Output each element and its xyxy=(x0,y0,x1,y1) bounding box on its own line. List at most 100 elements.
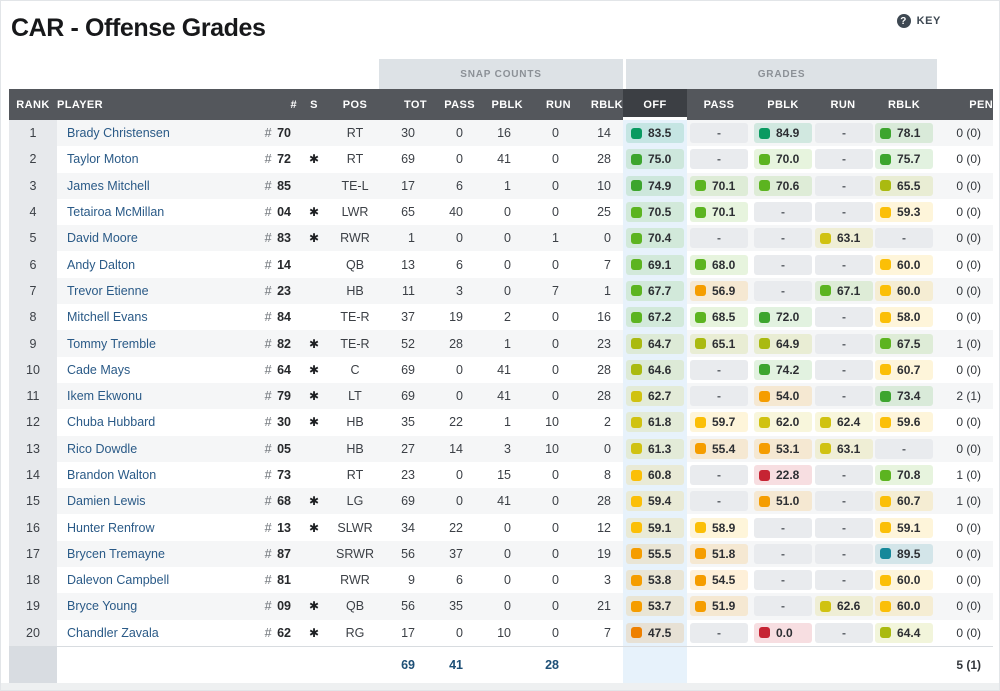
grade-color-swatch xyxy=(695,180,706,192)
col-header-s[interactable]: S xyxy=(297,89,331,120)
snap-pass-cell: 28 xyxy=(427,330,475,357)
jersey-cell: # 14 xyxy=(253,251,297,278)
grade-value: 55.5 xyxy=(648,546,672,561)
key-button[interactable]: ? KEY xyxy=(896,14,941,28)
grade-chip: 62.4 xyxy=(815,412,873,433)
col-header-rblk[interactable]: RBLK xyxy=(571,89,623,120)
col-header-player[interactable]: PLAYER xyxy=(57,89,253,120)
player-link[interactable]: Bryce Young xyxy=(67,599,138,614)
snap-pass-cell: 40 xyxy=(427,198,475,226)
col-header-pen-grade[interactable]: PEN xyxy=(937,89,994,120)
grade-chip: 72.0 xyxy=(754,307,812,328)
grade-value: 59.4 xyxy=(648,494,672,509)
col-header-rblk-grade[interactable]: RBLK xyxy=(871,89,938,120)
jersey-hash: # xyxy=(264,152,276,167)
col-header-tot[interactable]: TOT xyxy=(379,89,427,120)
grade-color-swatch xyxy=(631,574,642,586)
table-row: 4 Tetairoa McMillan # 04 ✱ LWR 65 40 0 0 25 70.5 70… xyxy=(9,198,994,226)
snap-run-cell: 0 xyxy=(523,146,571,173)
player-link[interactable]: Trevor Etienne xyxy=(67,283,149,298)
player-link[interactable]: Damien Lewis xyxy=(67,494,146,509)
player-link[interactable]: Andy Dalton xyxy=(67,257,136,272)
snap-tot-cell: 69 xyxy=(379,356,427,383)
grade-rblk-cell: 59.6 xyxy=(871,409,938,436)
grade-pass-cell: 55.4 xyxy=(687,435,751,462)
grade-rblk-cell: - xyxy=(871,225,938,252)
player-link[interactable]: Tommy Tremble xyxy=(67,336,156,351)
grade-chip: 64.7 xyxy=(626,333,684,354)
snap-pblk-cell: 3 xyxy=(475,435,523,462)
grade-value: 64.9 xyxy=(776,336,800,351)
grade-pblk-cell: 84.9 xyxy=(751,120,815,147)
position-cell: SRWR xyxy=(331,540,379,568)
table-row: 16 Hunter Renfrow # 13 ✱ SLWR 34 22 0 0 12 59.1 58.… xyxy=(9,514,994,541)
player-link[interactable]: Cade Mays xyxy=(67,362,131,377)
player-link[interactable]: Rico Dowdle xyxy=(67,441,138,456)
player-link[interactable]: Chuba Hubbard xyxy=(67,415,156,430)
snap-tot-cell: 17 xyxy=(379,619,427,646)
grade-off-cell: 53.7 xyxy=(623,593,687,620)
starter-cell xyxy=(297,304,331,331)
col-header-pblk-grade[interactable]: PBLK xyxy=(751,89,815,120)
col-header-run-grade[interactable]: RUN xyxy=(815,89,871,120)
jersey-cell: # 81 xyxy=(253,567,297,594)
grade-color-swatch xyxy=(880,548,892,560)
snap-pass-cell: 0 xyxy=(427,619,475,646)
empty-grade: - xyxy=(815,543,873,564)
jersey-cell: # 73 xyxy=(253,461,297,489)
player-link[interactable]: Ikem Ekwonu xyxy=(67,389,143,404)
col-header-pass[interactable]: PASS xyxy=(427,89,475,120)
col-header-pos[interactable]: POS xyxy=(331,89,379,120)
grade-chip: 84.9 xyxy=(754,123,812,144)
player-link[interactable]: Dalevon Campbell xyxy=(67,573,170,588)
grade-pblk-cell: 74.2 xyxy=(751,356,815,383)
player-link[interactable]: James Mitchell xyxy=(67,178,150,193)
grade-color-swatch xyxy=(820,416,831,428)
grade-value: 73.4 xyxy=(897,389,921,404)
player-link[interactable]: David Moore xyxy=(67,231,138,246)
starter-cell xyxy=(297,277,331,305)
col-header-pass-grade[interactable]: PASS xyxy=(687,89,751,120)
grade-value: 70.1 xyxy=(712,205,736,220)
player-link[interactable]: Taylor Moton xyxy=(67,152,139,167)
empty-grade: - xyxy=(815,149,873,170)
player-link[interactable]: Tetairoa McMillan xyxy=(67,205,165,220)
grade-color-swatch xyxy=(820,443,831,455)
snap-pblk-cell: 1 xyxy=(475,172,523,199)
player-link[interactable]: Brady Christensen xyxy=(67,126,170,141)
grade-chip: 56.9 xyxy=(690,280,748,301)
player-link[interactable]: Hunter Renfrow xyxy=(67,520,155,535)
grade-off-cell: 83.5 xyxy=(623,120,687,147)
player-cell: Taylor Moton xyxy=(57,146,253,173)
player-link[interactable]: Brycen Tremayne xyxy=(67,546,165,561)
player-link[interactable]: Chandler Zavala xyxy=(67,625,159,640)
footer-total-run: 28 xyxy=(523,645,571,683)
col-header-run[interactable]: RUN xyxy=(523,89,571,120)
starter-cell: ✱ xyxy=(297,409,331,436)
col-header-#[interactable]: # xyxy=(253,89,297,120)
grade-run-cell: - xyxy=(815,488,873,515)
snap-pass-cell: 37 xyxy=(427,540,475,568)
footer-spacer xyxy=(815,645,871,683)
penalty-cell: 0 (0) xyxy=(937,619,994,646)
grade-value: 84.9 xyxy=(776,126,800,141)
snap-rblk-cell: 12 xyxy=(571,514,623,541)
grade-run-cell: - xyxy=(815,120,873,147)
grade-color-swatch xyxy=(631,522,642,534)
grade-value: 53.7 xyxy=(648,599,672,614)
player-cell: Bryce Young xyxy=(57,593,253,620)
col-header-off-grade[interactable]: OFF xyxy=(623,89,687,120)
player-link[interactable]: Brandon Walton xyxy=(67,468,157,482)
rank-cell: 12 xyxy=(9,409,57,436)
position-cell: LG xyxy=(331,488,379,515)
grade-color-swatch xyxy=(759,311,770,323)
player-link[interactable]: Mitchell Evans xyxy=(67,310,148,325)
position-cell: RT xyxy=(331,120,379,147)
grade-value: 64.6 xyxy=(648,362,672,377)
grade-rblk-cell: 60.7 xyxy=(871,488,938,515)
rank-cell: 9 xyxy=(9,330,57,357)
grade-pblk-cell: - xyxy=(751,514,815,541)
col-header-pblk[interactable]: PBLK xyxy=(475,89,523,120)
column-header-row: RANK PLAYER # S POS TOT PASS PBLK RUN RBLK OFF PASS… xyxy=(9,89,994,120)
col-header-rank[interactable]: RANK xyxy=(9,89,57,120)
